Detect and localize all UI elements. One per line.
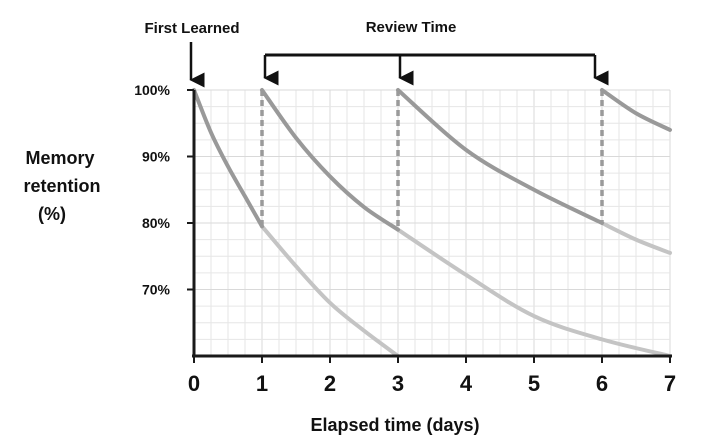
first-learned-label: First Learned: [144, 20, 239, 37]
x-axis-label: Elapsed time (days): [310, 415, 479, 435]
x-tick-label: 4: [460, 371, 473, 396]
y-tick-label: 100%: [134, 82, 170, 98]
x-tick-label: 6: [596, 371, 608, 396]
y-tick-labels: 100% 90% 80% 70%: [134, 82, 170, 298]
retention-curve-faded: [260, 224, 400, 358]
y-axis-label-line1: Memory: [25, 148, 94, 168]
annotations: [189, 42, 609, 88]
y-axis-label-line2: retention: [23, 176, 100, 196]
y-axis-label-line3: (%): [38, 204, 66, 224]
retention-curve-reviewed: [260, 88, 400, 232]
retention-curve-reviewed: [192, 88, 264, 229]
x-tick-labels: 0 1 2 3 4 5 6 7: [188, 371, 676, 396]
x-tick-label: 1: [256, 371, 268, 396]
retention-curve-reviewed: [600, 88, 672, 132]
review-time-label: Review Time: [366, 19, 457, 36]
x-tick-label: 2: [324, 371, 336, 396]
y-tick-label: 90%: [142, 149, 171, 165]
x-tick-label: 0: [188, 371, 200, 396]
axes: [187, 89, 672, 363]
review-dashed-lines: [260, 90, 604, 230]
x-tick-label: 7: [664, 371, 676, 396]
y-tick-label: 80%: [142, 215, 171, 231]
retention-curves: [192, 88, 672, 358]
x-tick-label: 5: [528, 371, 540, 396]
x-tick-label: 3: [392, 371, 404, 396]
retention-curve-reviewed: [396, 88, 604, 225]
retention-curve-faded: [600, 221, 672, 255]
y-tick-label: 70%: [142, 282, 171, 298]
retention-curve-faded: [396, 227, 672, 358]
